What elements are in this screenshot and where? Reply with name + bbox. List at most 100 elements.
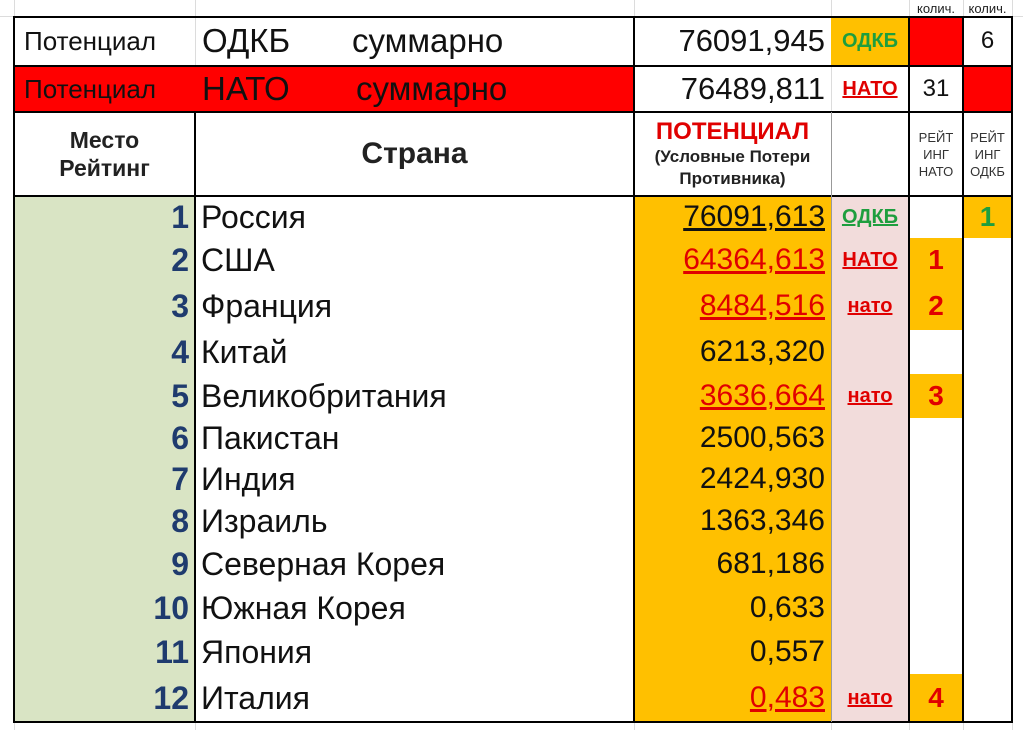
table-row: 11 Япония 0,557 (14, 630, 1012, 674)
header-country: Страна (361, 137, 468, 170)
row-bloc-tag: нато (847, 294, 893, 317)
header-rank: Место Рейтинг (59, 127, 150, 181)
row-odkb-rank (963, 586, 1012, 630)
summary-row-nato: Потенциал НАТО суммарно 76489,811 НАТО 3… (14, 66, 1012, 112)
row-country: Индия (201, 460, 296, 497)
row-rank: 5 (171, 377, 189, 414)
row-nato-rank (909, 330, 963, 374)
summary-odkb-value: 76091,945 (678, 23, 825, 58)
row-potential: 0,483 (749, 681, 825, 714)
row-bloc-tag (831, 458, 909, 500)
row-bloc-tag: ОДКБ (841, 205, 899, 228)
row-rank: 6 (171, 419, 189, 456)
summary-odkb-count-odkb: 6 (980, 27, 995, 54)
row-nato-rank (909, 196, 963, 238)
row-odkb-rank (963, 418, 1012, 458)
row-country: Великобритания (201, 377, 447, 414)
row-odkb-rank (963, 500, 1012, 542)
table-body: 1 Россия 76091,613 ОДКБ 1 2 США 64364,613 НАТО 1 3… (14, 196, 1012, 722)
row-rank: 10 (153, 589, 189, 626)
summary-nato-bloc: НАТО (202, 70, 290, 107)
table-row: 2 США 64364,613 НАТО 1 (14, 238, 1012, 282)
row-potential: 681,186 (716, 547, 825, 580)
tag-column-bg (831, 196, 909, 722)
row-bloc-tag (831, 586, 909, 630)
table-row: 3 Франция 8484,516 нато 2 (14, 282, 1012, 330)
row-odkb-rank (963, 458, 1012, 500)
row-bloc-tag: нато (847, 686, 893, 709)
row-country: Южная Корея (201, 589, 406, 626)
row-bloc-tag (831, 330, 909, 374)
summary-odkb-count-nato (909, 16, 963, 66)
summary-nato-count-nato: 31 (922, 75, 950, 102)
row-nato-rank: 2 (909, 282, 963, 330)
table-row: 6 Пакистан 2500,563 (14, 418, 1012, 458)
row-potential: 0,633 (749, 591, 825, 624)
row-nato-rank: 1 (909, 238, 963, 282)
summary-nato-label: Потенциал (24, 73, 157, 104)
row-potential: 0,557 (749, 635, 825, 668)
row-country: Италия (201, 679, 310, 716)
row-country: Израиль (201, 502, 328, 539)
row-bloc-tag: НАТО (842, 248, 898, 271)
table-row: 9 Северная Корея 681,186 (14, 542, 1012, 586)
count-header-odkb: колич. (968, 0, 1007, 16)
row-bloc-tag: нато (847, 384, 893, 407)
row-nato-rank (909, 586, 963, 630)
row-potential: 1363,346 (699, 504, 825, 537)
row-odkb-rank (963, 542, 1012, 586)
summary-nato-word: суммарно (356, 70, 508, 107)
row-odkb-rank: 1 (963, 196, 1012, 238)
table-row: 7 Индия 2424,930 (14, 458, 1012, 500)
row-country: Япония (201, 633, 313, 670)
header-rating-odkb: РЕЙТ ИНГ ОДКБ (970, 129, 1005, 179)
row-rank: 8 (171, 502, 189, 539)
row-potential: 8484,516 (699, 289, 825, 322)
header-potential: ПОТЕНЦИАЛ (Условные Потери Противника) (654, 118, 811, 188)
row-country: Пакистан (201, 419, 340, 456)
summary-odkb-word: суммарно (352, 22, 504, 59)
row-nato-rank (909, 542, 963, 586)
row-nato-rank: 4 (909, 674, 963, 722)
row-bloc-tag (831, 500, 909, 542)
summary-odkb-label: Потенциал (24, 25, 157, 56)
row-potential: 64364,613 (683, 243, 825, 276)
row-odkb-rank (963, 374, 1012, 418)
row-potential: 2424,930 (699, 462, 825, 495)
table-row: 1 Россия 76091,613 ОДКБ 1 (14, 196, 1012, 238)
table-row: 4 Китай 6213,320 (14, 330, 1012, 374)
potential-column-bg (634, 196, 831, 722)
summary-odkb-tag: ОДКБ (831, 16, 909, 66)
summary-nato-value: 76489,811 (680, 71, 825, 106)
count-header-nato: колич. (916, 0, 955, 16)
row-country: Россия (201, 198, 306, 235)
summary-odkb-bloc: ОДКБ (202, 22, 291, 59)
summary-nato-count-odkb (963, 66, 1012, 112)
row-rank: 12 (153, 679, 189, 716)
row-country: Северная Корея (201, 545, 446, 582)
table-row: 8 Израиль 1363,346 (14, 500, 1012, 542)
row-rank: 1 (171, 198, 189, 235)
row-country: Франция (201, 287, 333, 324)
row-odkb-rank (963, 238, 1012, 282)
row-country: США (201, 241, 275, 278)
rank-column-bg (14, 196, 195, 722)
row-rank: 3 (171, 287, 189, 324)
row-odkb-rank (963, 674, 1012, 722)
row-odkb-rank (963, 330, 1012, 374)
row-potential: 3636,664 (699, 379, 825, 412)
row-rank: 9 (171, 545, 189, 582)
row-bloc-tag (831, 630, 909, 674)
row-potential: 6213,320 (699, 335, 825, 368)
row-potential: 76091,613 (683, 200, 825, 233)
row-bloc-tag (831, 542, 909, 586)
summary-nato-tag: НАТО (842, 77, 898, 100)
row-potential: 2500,563 (699, 421, 825, 454)
row-rank: 7 (171, 460, 189, 497)
row-country: Китай (201, 333, 288, 370)
row-nato-rank (909, 458, 963, 500)
row-rank: 11 (155, 633, 189, 670)
row-bloc-tag (831, 418, 909, 458)
row-odkb-rank (963, 282, 1012, 330)
